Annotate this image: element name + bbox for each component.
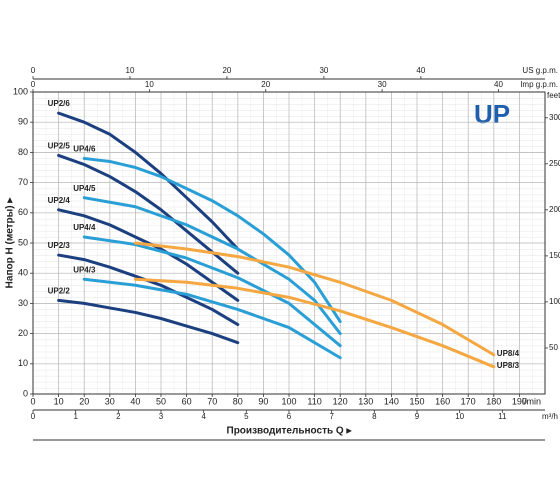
series-label: UP2/5 <box>48 142 71 151</box>
secondary-tick-label: 250 <box>549 159 560 168</box>
secondary-axis-label: US g.p.m. <box>522 66 558 75</box>
secondary-tick-label: 0 <box>31 412 36 421</box>
x-tick-label: 70 <box>207 396 217 406</box>
x-tick-label: 30 <box>105 396 115 406</box>
x-tick-label: 90 <box>258 396 268 406</box>
secondary-tick-label: 10 <box>126 66 135 75</box>
secondary-tick-label: 40 <box>494 80 503 89</box>
series-label: UP2/3 <box>48 241 71 250</box>
secondary-tick-label: 30 <box>319 66 328 75</box>
secondary-tick-label: 8 <box>372 412 377 421</box>
series-label: UP2/2 <box>48 286 71 295</box>
x-tick-label: 80 <box>233 396 243 406</box>
x-tick-label: 50 <box>156 396 166 406</box>
secondary-tick-label: 10 <box>145 80 154 89</box>
series-line <box>133 277 496 369</box>
series-label: UP8/4 <box>497 349 520 358</box>
secondary-tick-label: 0 <box>31 66 36 75</box>
y-tick-label: 60 <box>18 207 28 217</box>
y-tick-label: 100 <box>13 86 28 96</box>
series-label: UP4/4 <box>73 223 96 232</box>
secondary-tick-label: 11 <box>498 412 507 421</box>
x-unit: l/min <box>522 396 541 406</box>
secondary-tick-label: 40 <box>416 66 425 75</box>
series-line <box>82 196 342 336</box>
x-tick-label: 180 <box>486 396 501 406</box>
series-line <box>82 277 342 360</box>
secondary-axis-label: feet <box>547 91 560 100</box>
y-tick-label: 40 <box>18 268 28 278</box>
secondary-tick-label: 4 <box>201 412 206 421</box>
series-label: UP4/6 <box>73 145 96 154</box>
y-tick-label: 80 <box>18 147 28 157</box>
x-tick-label: 20 <box>79 396 89 406</box>
y-tick-label: 0 <box>23 388 28 398</box>
x-tick-label: 60 <box>182 396 192 406</box>
chart-title: UP <box>474 99 510 129</box>
series-label: UP2/4 <box>48 196 71 205</box>
series-label: UP4/5 <box>73 184 96 193</box>
secondary-tick-label: 3 <box>159 412 164 421</box>
x-tick-label: 130 <box>358 396 373 406</box>
y-tick-label: 50 <box>18 237 28 247</box>
secondary-tick-label: 2 <box>116 412 121 421</box>
x-tick-label: 120 <box>333 396 348 406</box>
secondary-tick-label: 20 <box>261 80 270 89</box>
secondary-tick-label: 6 <box>287 412 292 421</box>
secondary-tick-label: 300 <box>549 113 560 122</box>
secondary-tick-label: 5 <box>244 412 249 421</box>
x-tick-label: 110 <box>307 396 321 406</box>
series-label: UP2/6 <box>48 99 71 108</box>
y-tick-label: 90 <box>18 117 28 127</box>
series-line <box>82 235 342 348</box>
secondary-tick-label: 30 <box>378 80 387 89</box>
secondary-axis-label: Imp g.p.m. <box>520 80 558 89</box>
x-tick-label: 10 <box>54 396 64 406</box>
series-line <box>57 153 240 275</box>
series-label: UP4/3 <box>73 265 96 274</box>
x-tick-label: 0 <box>30 396 35 406</box>
secondary-tick-label: 9 <box>415 412 420 421</box>
x-tick-label: 150 <box>409 396 424 406</box>
secondary-tick-label: 200 <box>549 205 560 214</box>
secondary-tick-label: 0 <box>31 80 36 89</box>
series-line <box>82 156 342 324</box>
secondary-tick-label: 50 <box>549 343 558 352</box>
y-axis-title: Напор H (метры) ▸ <box>5 197 16 289</box>
y-tick-label: 10 <box>18 358 28 368</box>
secondary-tick-label: 10 <box>455 412 464 421</box>
x-tick-label: 170 <box>461 396 476 406</box>
secondary-tick-label: 100 <box>549 297 560 306</box>
secondary-axis-label: m³/h <box>542 412 558 421</box>
y-tick-label: 70 <box>18 177 28 187</box>
series-line <box>57 111 240 251</box>
secondary-tick-label: 20 <box>222 66 231 75</box>
x-tick-label: 100 <box>281 396 296 406</box>
secondary-tick-label: 7 <box>329 412 334 421</box>
secondary-tick-label: 150 <box>549 251 560 260</box>
y-tick-label: 20 <box>18 328 28 338</box>
x-tick-label: 190 <box>512 396 527 406</box>
x-tick-label: 160 <box>435 396 450 406</box>
series-line <box>57 298 240 345</box>
series-label: UP8/3 <box>497 361 520 370</box>
x-axis-title: Производительность Q ▸ <box>227 426 353 437</box>
x-tick-label: 140 <box>384 396 399 406</box>
series-line <box>133 241 496 357</box>
x-tick-label: 40 <box>130 396 140 406</box>
y-tick-label: 30 <box>18 298 28 308</box>
secondary-tick-label: 1 <box>73 412 78 421</box>
